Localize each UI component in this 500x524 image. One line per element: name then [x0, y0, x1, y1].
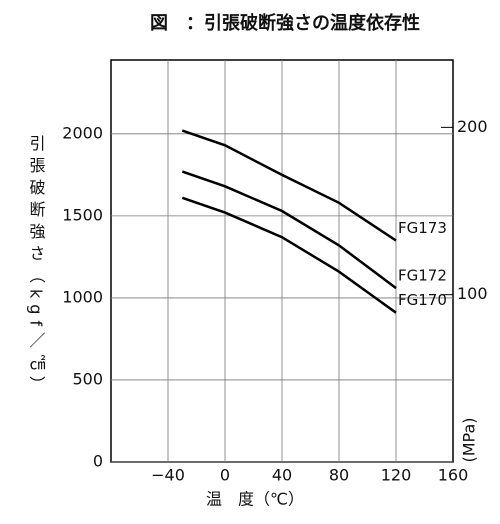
x-axis-label: 温 度（℃） [206, 490, 304, 509]
x-tick-label: 160 [438, 466, 469, 485]
line-series [181, 129, 397, 242]
series-label: FG170 [398, 291, 447, 309]
series-label: FG172 [398, 267, 447, 285]
y-tick-label: 1000 [62, 287, 103, 306]
y2-tick-label: 100 [457, 284, 488, 303]
line-series [181, 196, 397, 314]
x-tick-label: 0 [220, 466, 230, 485]
y-axis-label: 引張破断強さ（kgf／㎠） [27, 135, 46, 398]
y-tick-label: 1500 [62, 205, 103, 224]
series-label: FG173 [398, 219, 447, 237]
x-tick-label: −40 [151, 466, 185, 485]
y-tick-label: 2000 [62, 123, 103, 142]
x-tick-label: 40 [272, 466, 292, 485]
y-tick-label: 500 [72, 369, 103, 388]
y2-axis-label: (MPa) [460, 417, 479, 462]
y2-tick-label: 200 [457, 117, 488, 136]
y-tick-label: 0 [93, 452, 103, 471]
x-tick-label: 80 [329, 466, 349, 485]
x-tick-label: 120 [381, 466, 412, 485]
chart-title: 図 ：引張破断強さの温度依存性 [150, 12, 420, 34]
line-series [181, 170, 397, 290]
